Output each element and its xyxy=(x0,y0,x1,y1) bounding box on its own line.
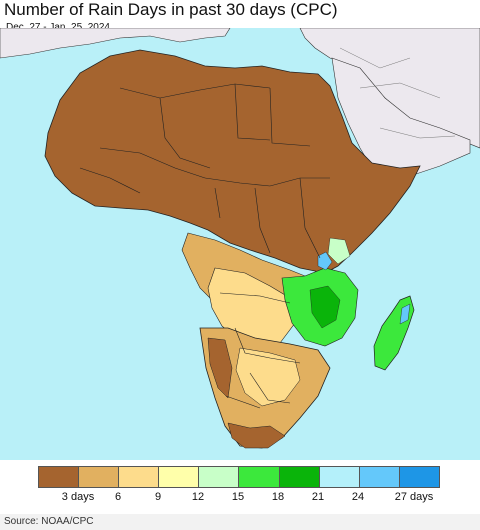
africa-north-dry xyxy=(44,49,421,274)
africa-map-svg xyxy=(0,28,480,460)
legend-tick: 12 xyxy=(191,491,205,503)
legend-swatch xyxy=(119,467,160,487)
middle-east-borders xyxy=(339,47,456,139)
legend-tick: 3 days xyxy=(61,491,95,503)
footer-bar xyxy=(0,514,480,530)
legend-tick: 6 xyxy=(114,491,122,503)
legend-swatch xyxy=(79,467,120,487)
legend-swatch xyxy=(39,467,80,487)
country-borders xyxy=(79,83,330,409)
madagascar-wet-coast xyxy=(399,303,411,325)
legend-tick: 18 xyxy=(271,491,285,503)
rain-days-map xyxy=(0,28,480,460)
source-credit: Source: NOAA/CPC xyxy=(4,516,94,527)
legend-swatch xyxy=(319,467,360,487)
arabian-peninsula xyxy=(331,57,471,179)
africa-east-very-wet xyxy=(309,285,341,329)
legend-swatch xyxy=(159,467,200,487)
map-title: Number of Rain Days in past 30 days (CPC… xyxy=(4,0,338,19)
africa-southwest-dry xyxy=(207,337,233,399)
legend-swatch xyxy=(359,467,400,487)
legend-tick: 27 days xyxy=(394,491,434,503)
legend-tick: 24 xyxy=(351,491,365,503)
africa-southern-light xyxy=(235,347,301,407)
europe-landmass xyxy=(0,28,231,59)
africa-south-tip xyxy=(227,422,286,449)
legend-swatch xyxy=(279,467,320,487)
legend-swatch xyxy=(399,467,439,487)
legend-swatch xyxy=(199,467,240,487)
legend-tick: 9 xyxy=(154,491,162,503)
legend-color-bar xyxy=(38,466,440,488)
africa-horn-light xyxy=(327,237,351,265)
legend-tick: 21 xyxy=(311,491,325,503)
date-range: Dec. 27 - Jan. 25, 2024 xyxy=(6,22,110,33)
lake-region xyxy=(317,251,333,271)
legend-swatch xyxy=(239,467,280,487)
legend-tick: 15 xyxy=(231,491,245,503)
